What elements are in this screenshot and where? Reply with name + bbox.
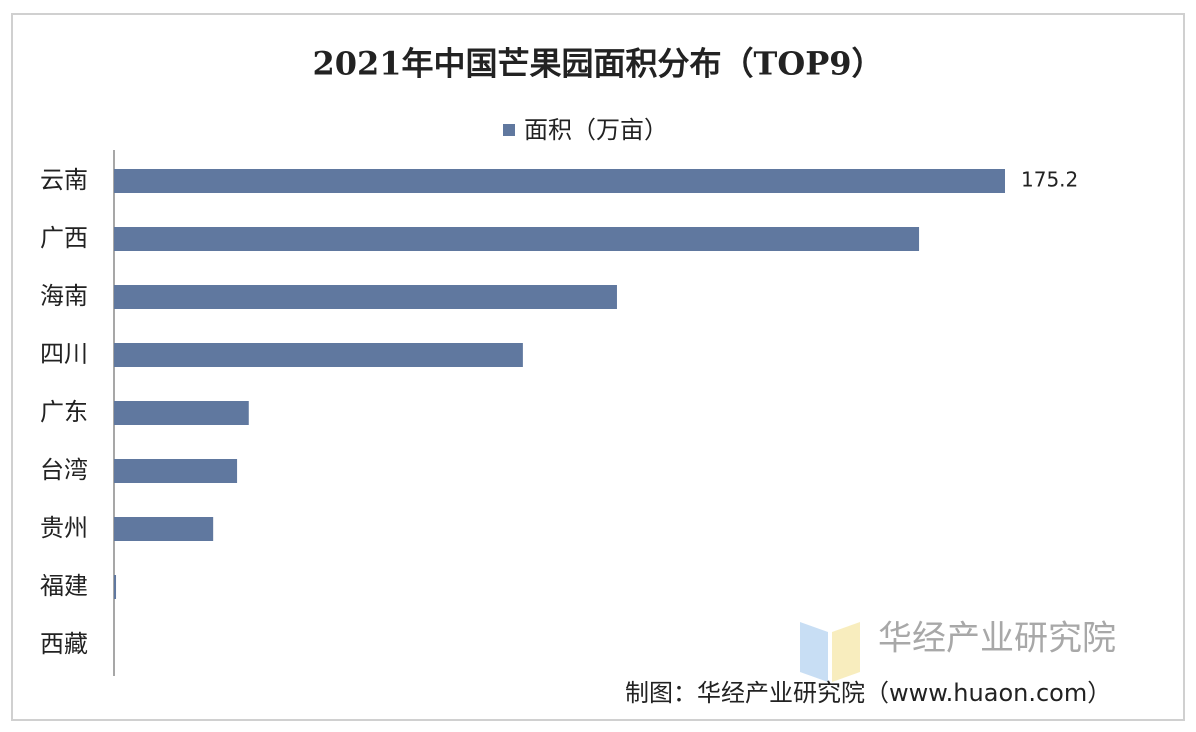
y-tick-label: 广西 xyxy=(40,224,88,252)
watermark-logo xyxy=(800,622,860,682)
legend-label: 面积（万亩） xyxy=(524,116,668,144)
bar xyxy=(114,285,617,309)
y-tick-label: 台湾 xyxy=(40,456,88,484)
watermark: 华经产业研究院 xyxy=(878,619,1116,659)
source-note: 制图：华经产业研究院（www.huaon.com） xyxy=(625,679,1111,707)
y-tick-label: 贵州 xyxy=(40,514,88,542)
data-label: 175.2 xyxy=(1021,168,1078,192)
bar xyxy=(114,169,1005,193)
y-tick-label: 云南 xyxy=(40,166,88,194)
bar xyxy=(114,227,920,251)
bar xyxy=(114,459,238,483)
y-tick-label: 四川 xyxy=(40,340,88,368)
y-tick-label: 海南 xyxy=(40,282,88,310)
legend-swatch xyxy=(503,124,515,136)
bar xyxy=(114,343,523,367)
bar xyxy=(114,517,214,541)
bar xyxy=(114,401,249,425)
y-tick-label: 福建 xyxy=(40,572,88,600)
y-tick-label: 西藏 xyxy=(40,630,88,658)
chart-title: 2021年中国芒果园面积分布（TOP9） xyxy=(312,45,883,83)
bar xyxy=(114,575,117,599)
y-tick-label: 广东 xyxy=(40,398,88,426)
